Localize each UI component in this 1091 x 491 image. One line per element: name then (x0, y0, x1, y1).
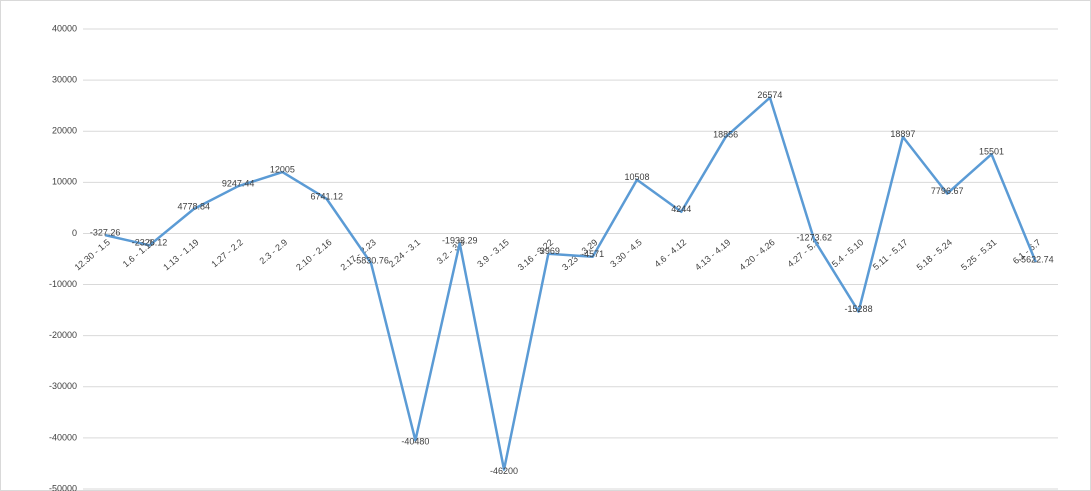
data-label: -40480 (401, 437, 429, 447)
data-label: 10508 (624, 172, 649, 182)
data-label: 18856 (713, 129, 738, 139)
data-label: -2326.12 (132, 238, 168, 248)
data-label: -46200 (490, 466, 518, 476)
data-label: 9247.44 (222, 179, 255, 189)
data-label: -4571 (581, 249, 604, 259)
data-label: 6741.12 (310, 191, 343, 201)
data-label: -15288 (845, 304, 873, 314)
data-label: -1273.62 (796, 232, 832, 242)
data-label: 12005 (270, 164, 295, 174)
y-tick-label: -30000 (49, 381, 77, 391)
y-tick-label: -40000 (49, 432, 77, 442)
y-tick-label: -10000 (49, 279, 77, 289)
data-label: -3969 (537, 246, 560, 256)
data-label: 18897 (890, 129, 915, 139)
y-tick-label: 0 (72, 228, 77, 238)
y-tick-label: -20000 (49, 330, 77, 340)
data-label: -1933.29 (442, 236, 478, 246)
y-tick-label: 30000 (52, 74, 77, 84)
data-label: -5830.76 (353, 256, 389, 266)
data-label: 15501 (979, 147, 1004, 157)
line (104, 96, 1037, 471)
y-tick-label: -50000 (49, 483, 77, 491)
data-label: 4244 (671, 204, 691, 214)
data-label: 7796.67 (931, 186, 964, 196)
data-label: 26574 (757, 90, 782, 100)
data-label: 4778.84 (178, 201, 211, 211)
y-tick-label: 20000 (52, 126, 77, 136)
y-tick-label: 10000 (52, 177, 77, 187)
data-label: -5622.74 (1018, 255, 1054, 265)
data-label: -327.26 (90, 227, 121, 237)
y-tick-label: 40000 (52, 23, 77, 33)
